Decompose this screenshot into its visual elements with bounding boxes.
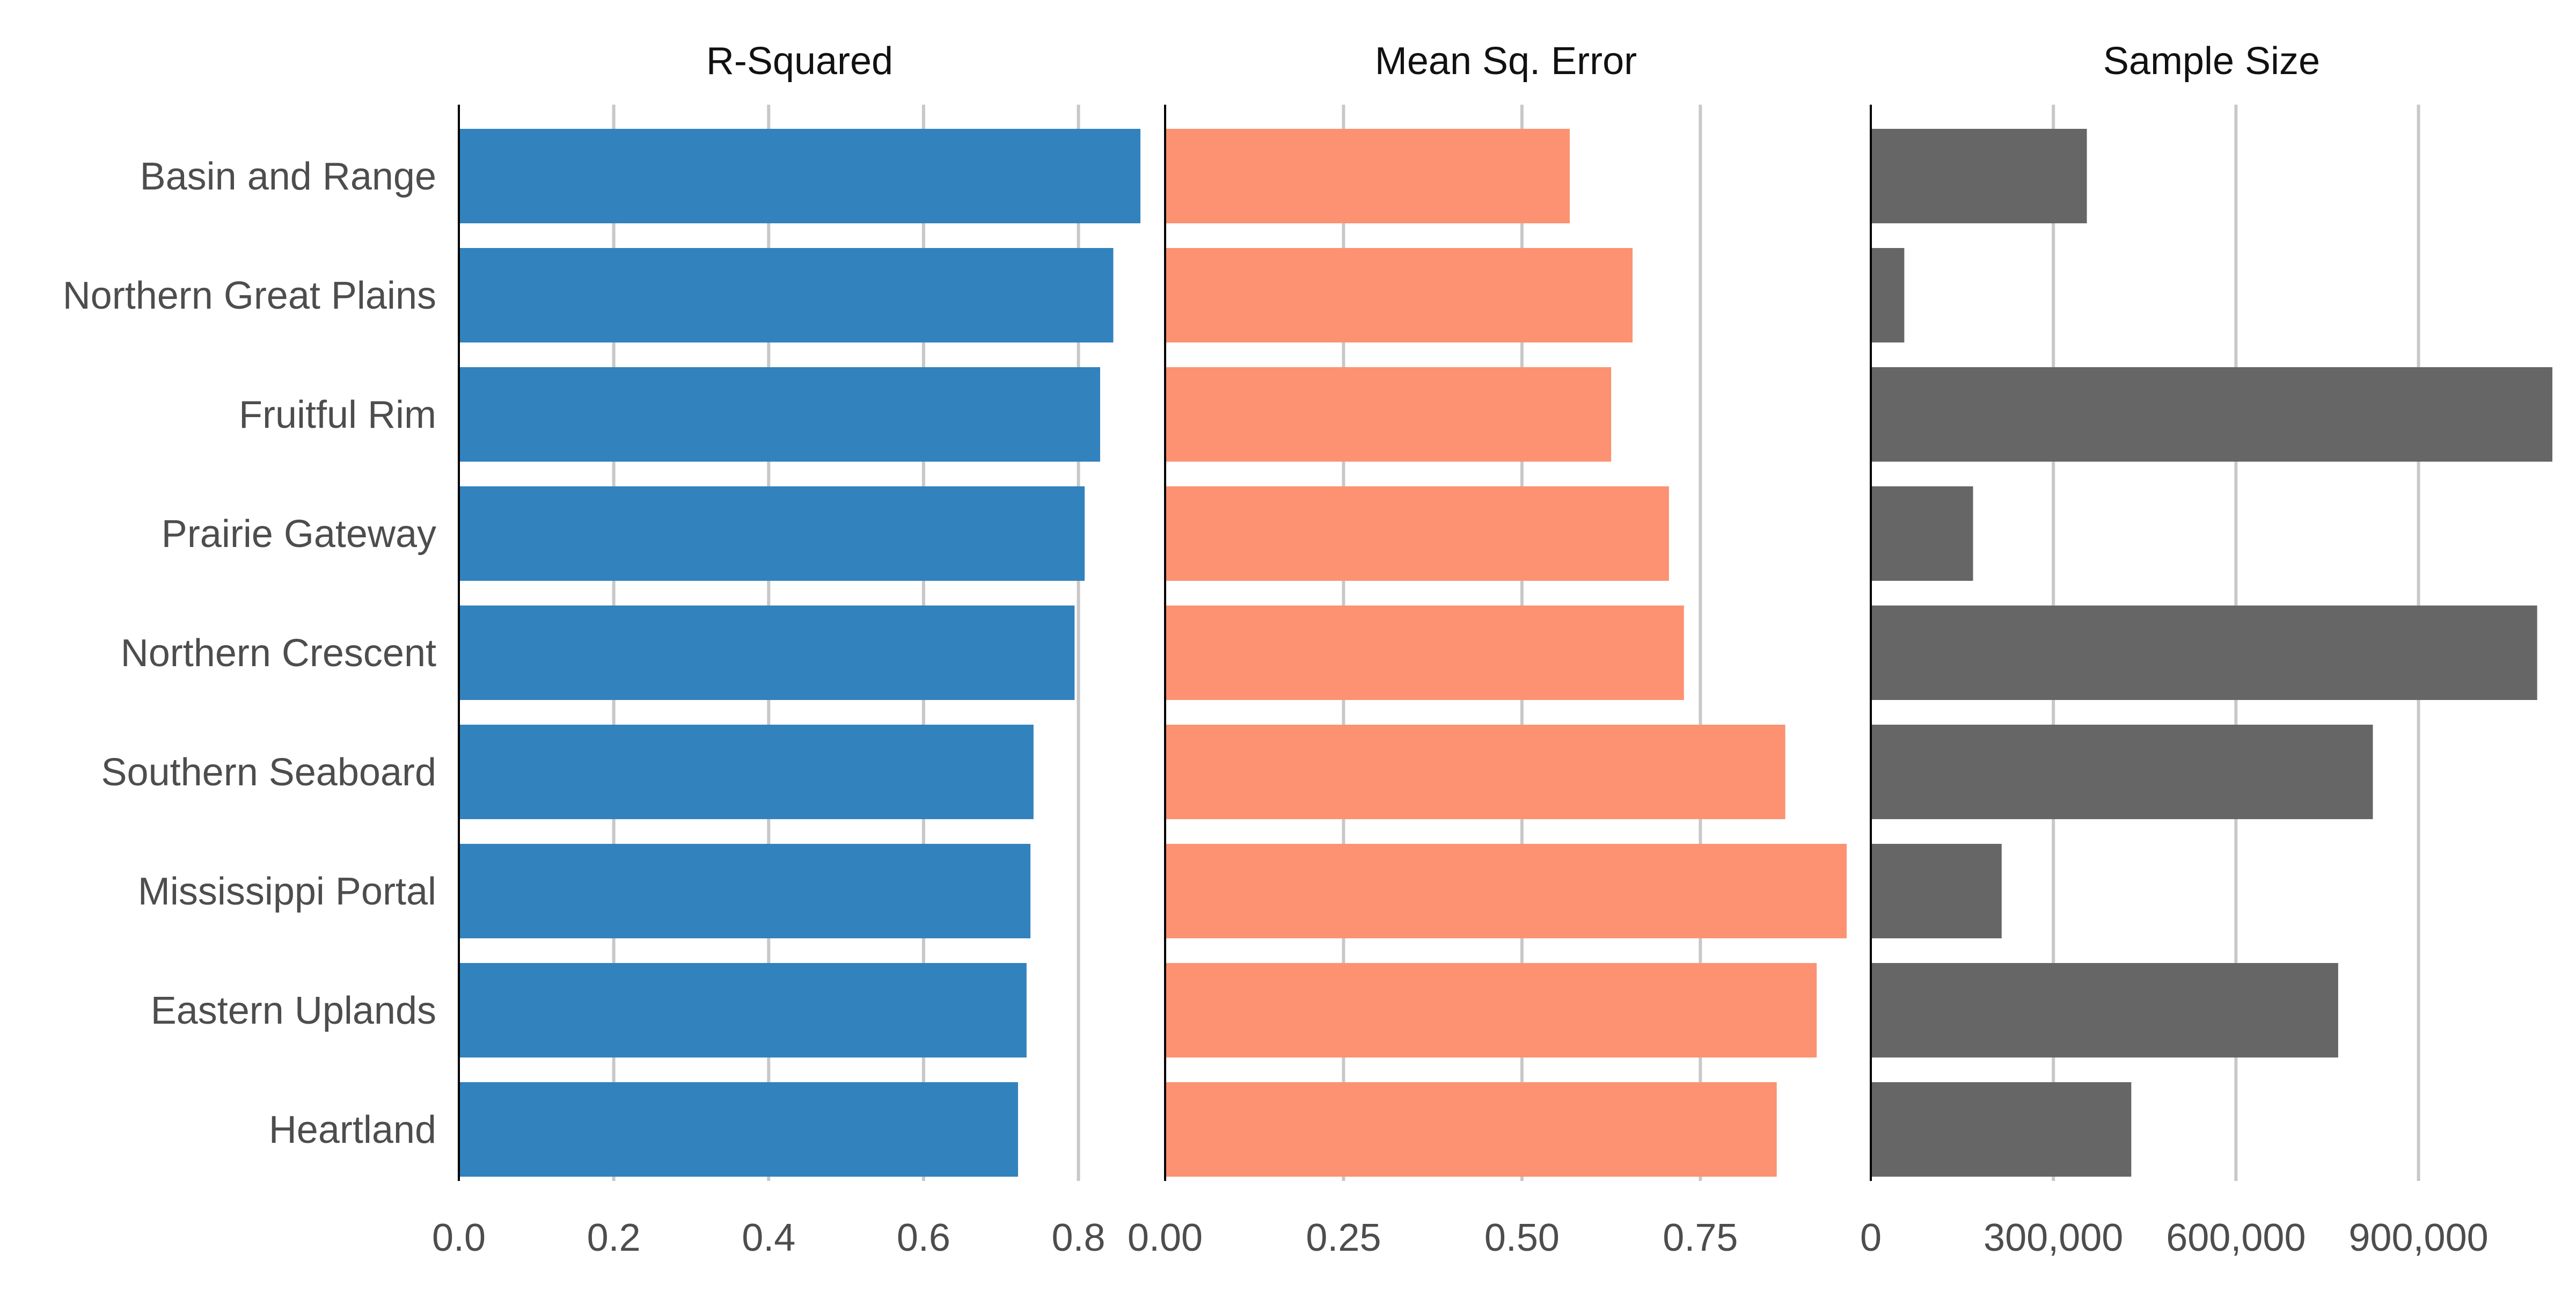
bar-r-squared-eastern-uplands [459,963,1027,1057]
bar-r-squared-northern-crescent [459,606,1075,700]
tick-label-mean-sq-error-1: 0.25 [1306,1216,1381,1259]
category-label-basin-and-range: Basin and Range [140,155,436,198]
bar-r-squared-fruitful-rim [459,367,1100,462]
tick-label-r-squared-2: 0.4 [742,1216,795,1259]
bar-r-squared-basin-and-range [459,129,1140,223]
tick-label-sample-size-3: 900,000 [2348,1216,2488,1259]
category-labels: Basin and Range Northern Great Plains Frui… [63,155,436,1151]
panel-title-r-squared: R-Squared [706,40,893,83]
bar-mean-sq-error-basin-and-range [1165,129,1570,223]
panel-mean-sq-error: Mean Sq. Error 0.00 0.25 0.50 0.75 [1128,40,1847,1259]
category-label-mississippi-portal: Mississippi Portal [138,870,436,913]
category-label-eastern-uplands: Eastern Uplands [151,989,436,1032]
tick-label-mean-sq-error-3: 0.75 [1663,1216,1738,1259]
bar-r-squared-prairie-gateway [459,486,1085,581]
bar-mean-sq-error-northern-great-plains [1165,248,1633,342]
bar-sample-size-eastern-uplands [1871,963,2338,1057]
bar-mean-sq-error-northern-crescent [1165,606,1684,700]
panel-r-squared: R-Squared 0.0 0.2 0.4 0.6 0.8 [432,40,1140,1259]
bar-sample-size-southern-seaboard [1871,725,2373,819]
bar-r-squared-southern-seaboard [459,725,1034,819]
bar-sample-size-northern-crescent [1871,606,2537,700]
bar-r-squared-heartland [459,1082,1018,1177]
category-label-prairie-gateway: Prairie Gateway [162,513,436,556]
bar-r-squared-northern-great-plains [459,248,1114,342]
panel-sample-size: Sample Size 0 300,000 600,000 900,000 [1860,40,2552,1259]
category-label-fruitful-rim: Fruitful Rim [239,393,436,436]
bar-sample-size-mississippi-portal [1871,844,2002,938]
bar-sample-size-fruitful-rim [1871,367,2552,462]
tick-label-sample-size-0: 0 [1860,1216,1882,1259]
bar-r-squared-mississippi-portal [459,844,1031,938]
tick-label-r-squared-3: 0.6 [897,1216,950,1259]
bar-sample-size-northern-great-plains [1871,248,1905,342]
tick-label-sample-size-1: 300,000 [1984,1216,2123,1259]
bar-sample-size-heartland [1871,1082,2132,1177]
bar-mean-sq-error-prairie-gateway [1165,486,1669,581]
category-label-heartland: Heartland [269,1108,436,1151]
category-label-southern-seaboard: Southern Seaboard [101,751,436,794]
tick-label-sample-size-2: 600,000 [2166,1216,2306,1259]
tick-label-r-squared-1: 0.2 [587,1216,641,1259]
bar-mean-sq-error-heartland [1165,1082,1777,1177]
bar-mean-sq-error-mississippi-portal [1165,844,1847,938]
bar-mean-sq-error-southern-seaboard [1165,725,1785,819]
tick-label-mean-sq-error-0: 0.00 [1128,1216,1203,1259]
tick-label-mean-sq-error-2: 0.50 [1484,1216,1560,1259]
category-label-northern-crescent: Northern Crescent [121,632,436,675]
panel-title-sample-size: Sample Size [2103,40,2320,83]
bar-sample-size-prairie-gateway [1871,486,1973,581]
bar-sample-size-basin-and-range [1871,129,2087,223]
panel-title-mean-sq-error: Mean Sq. Error [1375,40,1637,83]
tick-label-r-squared-0: 0.0 [432,1216,486,1259]
tick-label-r-squared-4: 0.8 [1051,1216,1105,1259]
bar-mean-sq-error-fruitful-rim [1165,367,1612,462]
category-label-northern-great-plains: Northern Great Plains [63,274,436,317]
bar-mean-sq-error-eastern-uplands [1165,963,1817,1057]
